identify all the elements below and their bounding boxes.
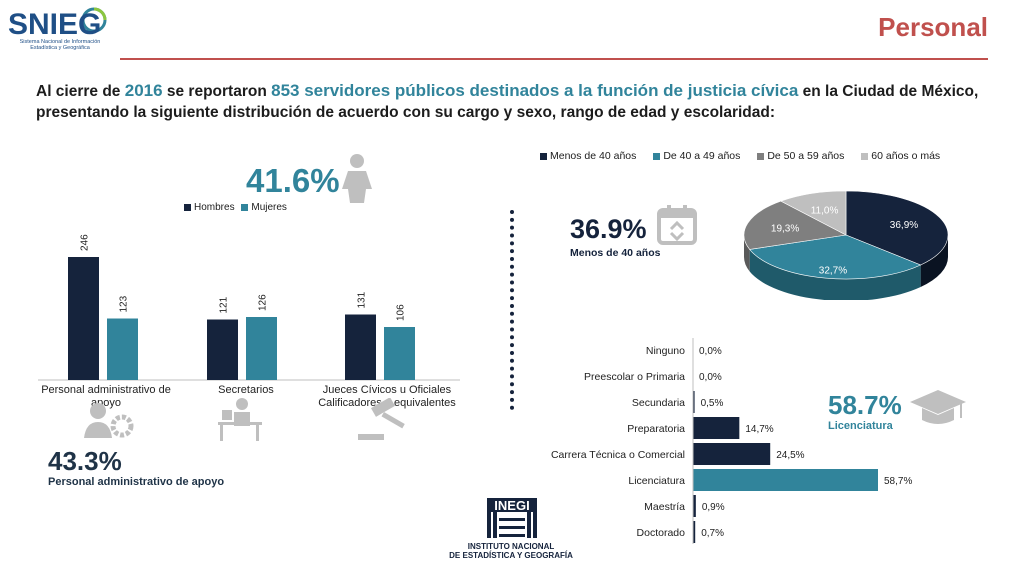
bar-hombres — [207, 319, 238, 380]
inegi-name-line1: INSTITUTO NACIONAL — [467, 542, 555, 551]
legend-mujeres: Mujeres — [241, 202, 287, 213]
education-value-label: 24,5% — [776, 450, 804, 461]
age-legend-item: De 40 a 49 años — [653, 150, 740, 162]
bar-legend: Hombres Mujeres — [184, 202, 287, 213]
women-percentage: 41.6% — [246, 162, 340, 199]
education-category-label: Carrera Técnica o Comercial — [551, 449, 685, 461]
intro-part3: en la Ciudad de México, presentando la s… — [36, 83, 979, 121]
intro-year: 2016 — [124, 81, 163, 100]
pie-slice-side — [920, 235, 948, 287]
education-bar — [693, 469, 878, 491]
education-value-label: 0,9% — [702, 502, 725, 513]
education-category-label: Maestría — [644, 501, 685, 513]
calendar-icon — [657, 205, 697, 245]
education-value-label: 0,5% — [701, 398, 724, 409]
page-title: Personal — [878, 12, 988, 42]
age-legend-item: 60 años o más — [861, 150, 940, 162]
bar-value-label: 123 — [119, 295, 130, 312]
inegi-name-line2: DE ESTADÍSTICA Y GEOGRAFÍA — [449, 551, 573, 560]
bar-value-label: 126 — [258, 294, 269, 311]
bar-mujeres — [384, 327, 415, 380]
education-bar — [693, 391, 695, 413]
licenciatura-percentage: 58.7% — [828, 390, 902, 420]
education-category-label: Doctorado — [637, 527, 686, 539]
legend-hombres-label: Hombres — [194, 202, 235, 213]
education-bar — [693, 443, 771, 465]
snieg-swirl-icon — [81, 7, 107, 33]
age-legend-label: Menos de 40 años — [550, 150, 637, 162]
education-value-label: 0,0% — [699, 372, 722, 383]
age-legend-label: De 50 a 59 años — [767, 150, 845, 162]
education-value-label: 58,7% — [884, 476, 912, 487]
education-category-label: Preescolar o Primaria — [584, 371, 685, 383]
bar-mujeres — [107, 318, 138, 380]
age-legend-item: De 50 a 59 años — [757, 150, 844, 162]
age-legend-label: 60 años o más — [871, 150, 941, 162]
snieg-logo-text: SNIEG — [8, 8, 102, 41]
bar-value-label: 246 — [80, 234, 91, 251]
woman-icon — [342, 154, 372, 203]
inegi-logo-text: INEGI — [494, 498, 529, 513]
education-category-label: Ninguno — [646, 345, 685, 357]
bar-value-label: 131 — [357, 291, 368, 308]
education-value-label: 14,7% — [745, 424, 773, 435]
inegi-name: INSTITUTO NACIONAL DE ESTADÍSTICA Y GEOG… — [446, 542, 576, 560]
bar-value-label: 121 — [219, 296, 230, 313]
education-bar-chart: Ninguno 0,0% Preescolar o Primaria 0,0% Secu… — [551, 338, 912, 544]
title-underline — [120, 58, 988, 60]
age-legend-label: De 40 a 49 años — [663, 150, 741, 162]
graduation-cap-icon — [910, 390, 966, 424]
cargo-bar-chart: 246 123 121 126 131 106 — [38, 234, 460, 381]
bar-hombres — [68, 257, 99, 380]
intro-part1: Al cierre de — [36, 83, 125, 100]
age-pie-chart: 36,9% 32,7% 19,3% 11,0% — [743, 190, 949, 300]
pie-value-label: 19,3% — [771, 224, 799, 235]
snieg-logo-subtitle: Sistema Nacional de Información Estadíst… — [19, 39, 101, 51]
education-category-label: Secundaria — [632, 397, 685, 409]
education-category-label: Preparatoria — [627, 423, 685, 435]
pie-slice — [845, 190, 949, 266]
inegi-logo: INEGI — [487, 498, 537, 538]
snieg-logo — [6, 6, 116, 56]
admin-percentage: 43.3% — [48, 446, 122, 476]
education-value-label: 0,0% — [699, 346, 722, 357]
intro-part2: se reportaron — [162, 83, 272, 100]
bar-value-label: 106 — [396, 304, 407, 321]
pie-value-label: 36,9% — [890, 220, 918, 231]
pie-slice — [743, 200, 847, 250]
legend-mujeres-label: Mujeres — [251, 202, 287, 213]
intro-paragraph: Al cierre de 2016 se reportaron 853 serv… — [36, 80, 992, 123]
bar-mujeres — [246, 317, 277, 380]
legend-hombres: Hombres — [184, 202, 235, 213]
admin-percentage-label: Personal administrativo de apoyo — [48, 476, 225, 488]
pie-slice — [749, 234, 922, 280]
intro-highlight: 853 servidores públicos destinados a la … — [271, 81, 799, 100]
pie-slice-side — [744, 235, 750, 272]
section-divider — [510, 210, 514, 410]
gavel-icon — [358, 398, 405, 440]
education-category-label: Licenciatura — [628, 475, 685, 487]
bar-hombres — [345, 314, 376, 380]
age-legend-item: Menos de 40 años — [540, 150, 636, 162]
pie-slice — [780, 190, 847, 236]
education-bar — [693, 417, 740, 439]
age-percentage-label: Menos de 40 años — [570, 247, 661, 259]
licenciatura-percentage-label: Licenciatura — [828, 420, 893, 432]
education-value-label: 0,7% — [701, 528, 724, 539]
education-bar — [693, 521, 696, 543]
admin-worker-icon — [84, 403, 134, 438]
pie-value-label: 32,7% — [819, 266, 847, 277]
education-bar — [693, 495, 696, 517]
age-percentage: 36.9% — [570, 214, 647, 244]
category-label-secretarios: Secretarios — [218, 384, 274, 396]
age-legend: Menos de 40 años De 40 a 49 años De 50 a… — [540, 150, 954, 162]
desk-worker-icon — [218, 398, 262, 441]
pie-value-label: 11,0% — [811, 205, 839, 216]
pie-slice-side — [749, 249, 921, 300]
